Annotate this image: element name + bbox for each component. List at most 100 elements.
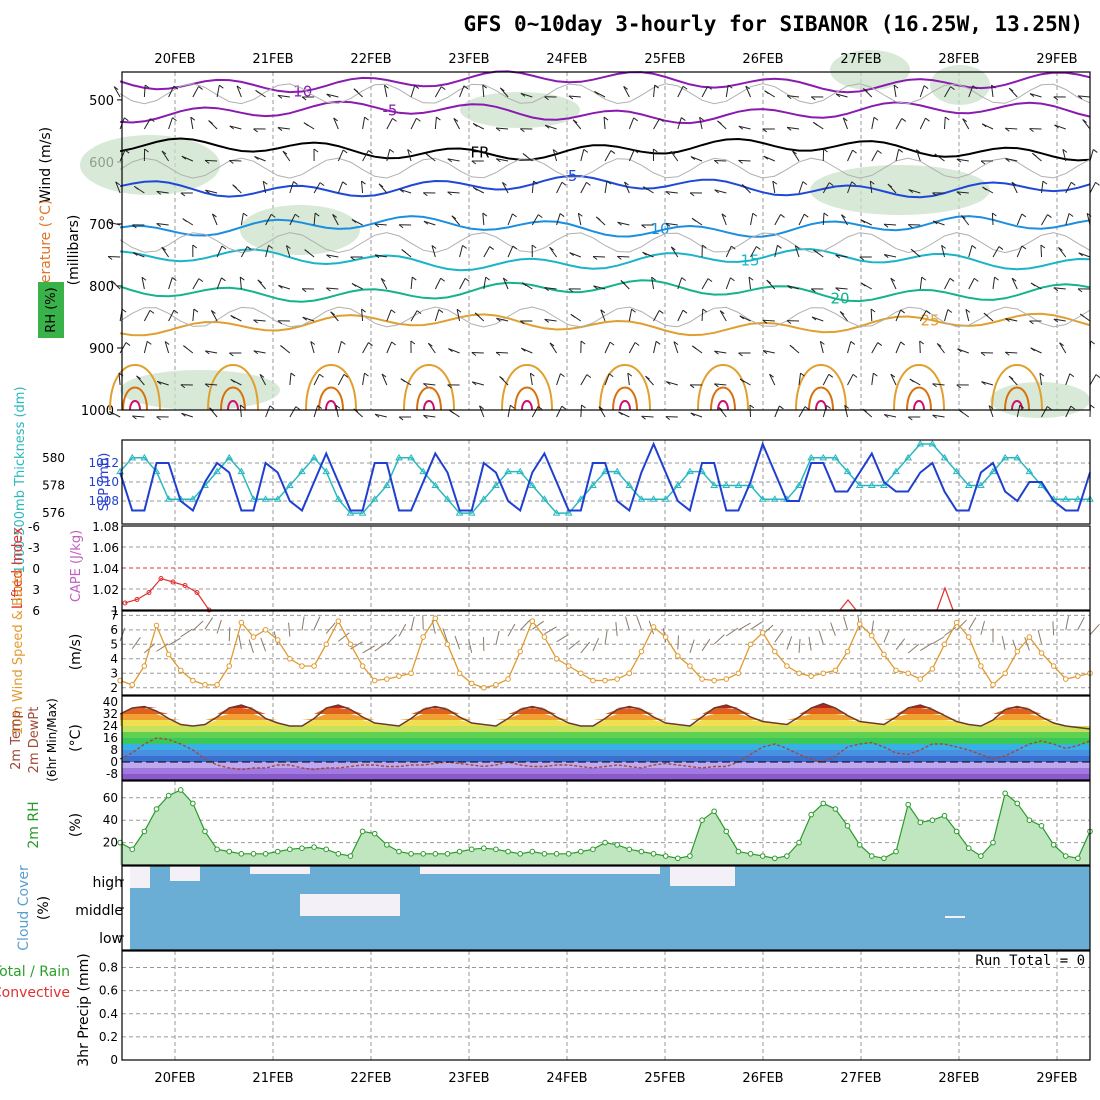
theta-loop [991, 364, 1043, 411]
rh-point [1014, 800, 1021, 807]
wind-barb [598, 406, 606, 418]
rh-point [759, 853, 766, 859]
wind-barb-flag [441, 86, 446, 90]
rh-point [614, 842, 620, 848]
wind-barb [871, 150, 879, 162]
wind-barb-flag [983, 312, 989, 317]
thickness-point [431, 481, 440, 488]
wind-barb-flag [738, 352, 743, 357]
wind-barb-flag [633, 149, 639, 154]
wind-barb [434, 117, 437, 130]
rh-point [141, 828, 148, 835]
rh-point [444, 851, 451, 857]
wind-barb-flag [900, 341, 905, 346]
wind-barb-flag [293, 181, 298, 185]
wind-barb [1041, 181, 1044, 194]
wind-barb [531, 181, 534, 194]
theta-loop-core [521, 400, 533, 411]
wind-barb [265, 245, 270, 258]
wind-barb [211, 213, 218, 226]
wind-speed-point [978, 663, 984, 669]
wind-barb [362, 150, 369, 162]
wind-barb-flag [861, 282, 866, 287]
wind-barb-flag [620, 280, 626, 284]
wind-barb [933, 220, 945, 226]
wind-barb-flag [317, 405, 322, 409]
wind-barb-flag [756, 246, 761, 250]
wind-barb-flag [125, 342, 131, 346]
wind-barb [374, 254, 387, 258]
temp-band [122, 726, 1090, 732]
t2m-label: 2m Temp [9, 710, 24, 770]
wind-barb [205, 159, 218, 162]
thickness-point [1061, 495, 1070, 502]
thickness-point [601, 467, 609, 475]
wind-barb-flag [870, 308, 876, 313]
wind-barb-flag [407, 149, 412, 153]
wind-barb [714, 350, 727, 354]
li-tick-label: 3 [32, 583, 40, 597]
wind-barb [254, 156, 266, 162]
wind-barb-flag [586, 374, 592, 379]
wind-barb-flag [544, 124, 550, 129]
wind-barb [719, 310, 727, 322]
wind-speed-point [299, 663, 305, 669]
wind-barb-flag [482, 84, 488, 89]
wind-barb [115, 181, 121, 194]
wind-barb-flag [762, 128, 768, 133]
rh-point [468, 846, 475, 853]
wind-barb-flag [270, 214, 276, 218]
wind-barb-flag [361, 180, 366, 185]
temp-tick-label: 16 [103, 731, 118, 745]
wind-barb-flag [645, 375, 650, 380]
wind-barb-flag [957, 348, 962, 353]
wind-barb-flag [907, 416, 913, 421]
wind-speed-point [468, 680, 475, 687]
wind-barb [1065, 213, 1070, 226]
wind-barb-flag [1095, 181, 1100, 186]
wind-barb [835, 254, 848, 258]
wind-barb-flag [521, 282, 527, 287]
wind-barb-10m [907, 643, 920, 654]
wind-barb [919, 85, 925, 98]
temp-warm-band [120, 720, 1091, 726]
rh-point [1002, 790, 1008, 797]
thickness-point [382, 481, 391, 488]
theta-loop-inner [906, 386, 932, 411]
wind-speed-point [505, 676, 511, 682]
wind-speed-point [432, 615, 439, 622]
wind-barb-flag [898, 148, 903, 153]
wind-barb-flag [631, 308, 636, 313]
wind-barb-flag [301, 288, 307, 293]
wind-barb-flag [813, 121, 818, 126]
wind-barb-flag [342, 181, 347, 186]
wind-barb [699, 117, 703, 130]
wind-barb-flag [810, 96, 816, 101]
wind-barb [792, 150, 800, 162]
wind-barb [701, 278, 709, 290]
rh-point [626, 846, 633, 853]
wind-speed-point [481, 684, 487, 691]
wind-barb-flag [956, 384, 962, 389]
wind-barb [362, 117, 366, 130]
wind-barb-flag [962, 118, 967, 123]
wind-barb [483, 277, 487, 290]
wind-barb-flag [141, 276, 147, 281]
wind-barb [847, 341, 852, 354]
wind-barb-flag [286, 245, 291, 249]
wind-barb [1065, 373, 1071, 386]
wind-barb-flag [495, 351, 501, 356]
wind10-unit: (m/s) [68, 634, 84, 671]
wind-barb-flag [617, 255, 622, 260]
wind-barb-flag [221, 245, 227, 250]
wind-barb [549, 342, 557, 354]
dewpt-line [119, 737, 1091, 771]
cloud-fill [130, 866, 1090, 950]
rh-point [953, 828, 960, 835]
wind-barb-10m [168, 637, 181, 646]
wind-barb [670, 150, 679, 162]
wind-barb [483, 246, 491, 258]
wind-barb-10m [883, 629, 890, 643]
wind-barb [362, 342, 369, 354]
theta-loop-core [913, 400, 925, 411]
